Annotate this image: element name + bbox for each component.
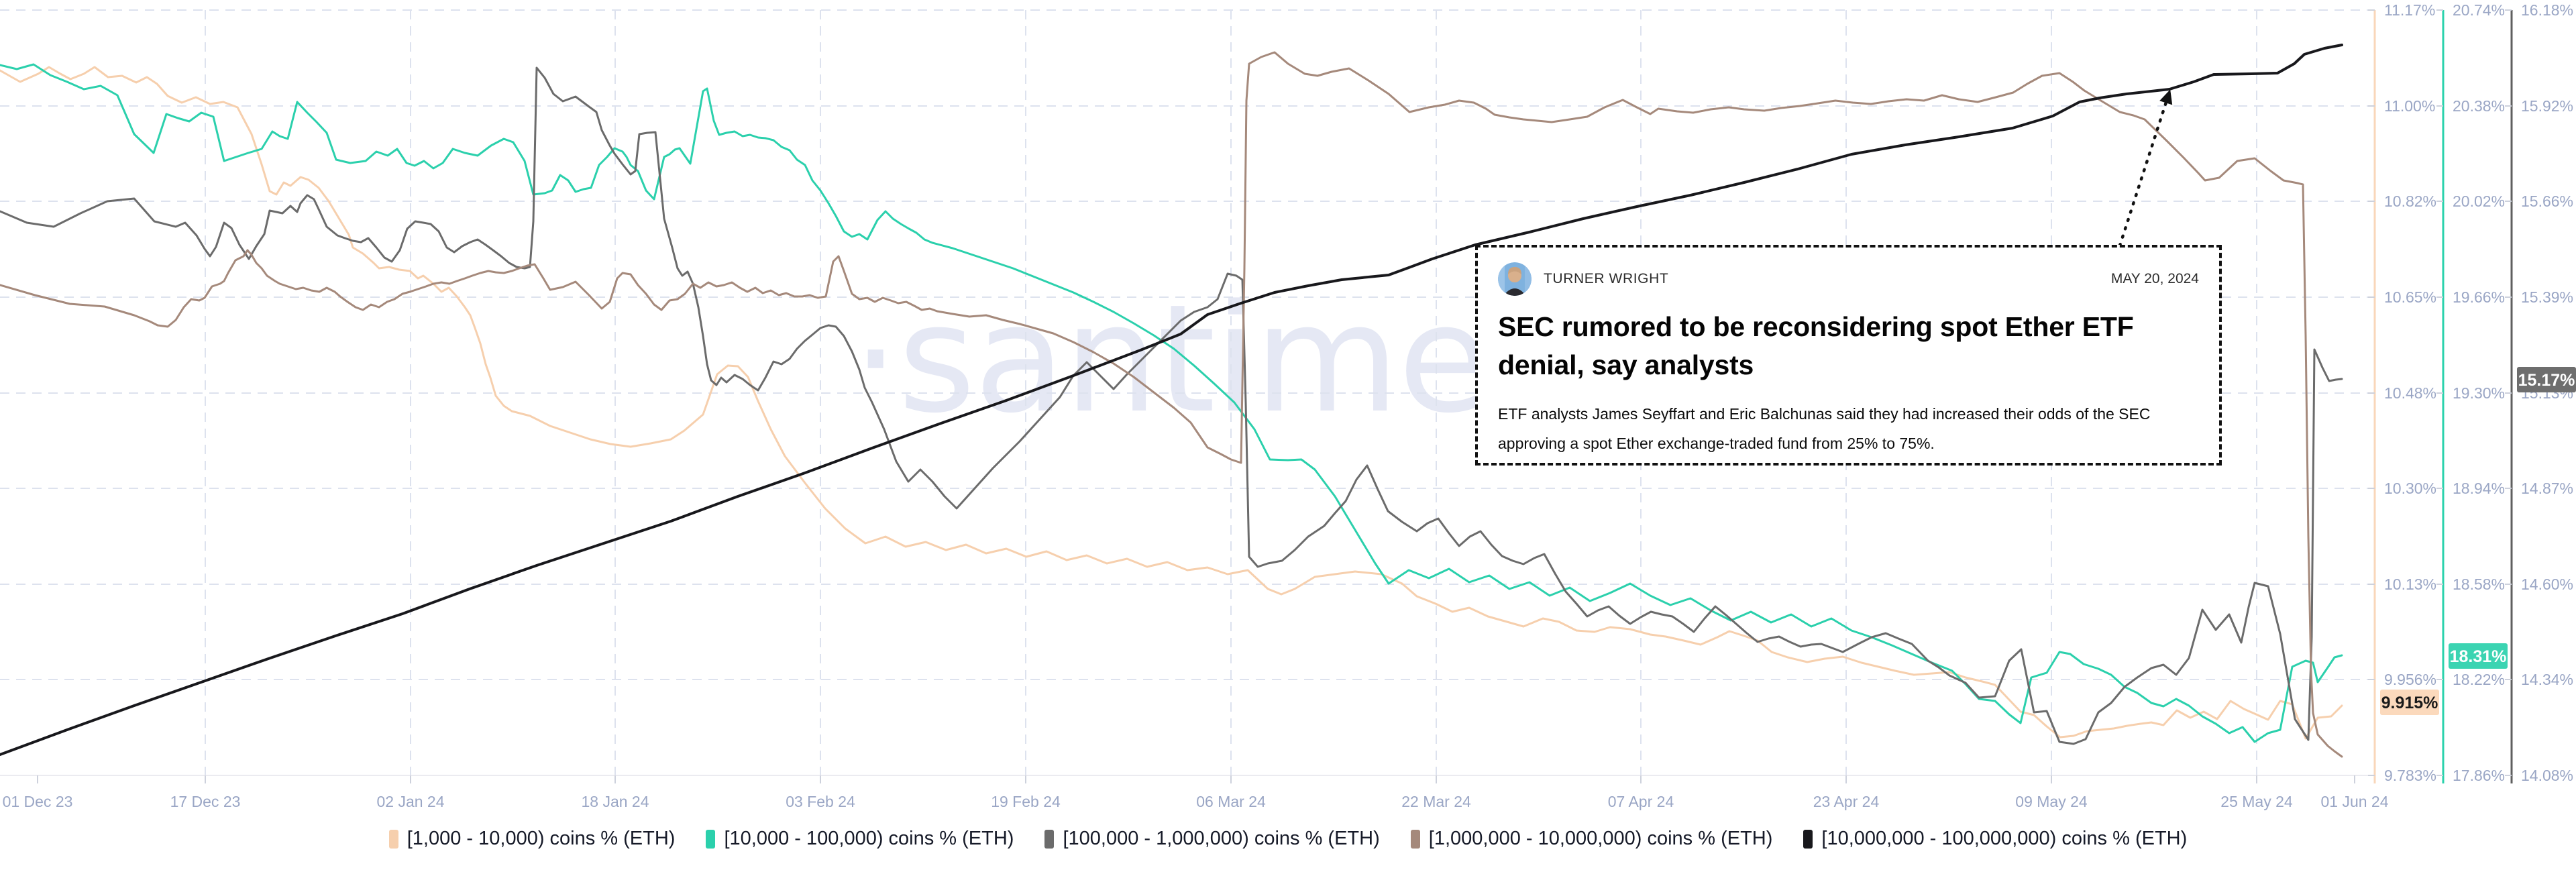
legend-label: [10,000 - 100,000) coins % (ETH) [724, 828, 1014, 849]
axis-10k-100k-label: 19.30% [2453, 384, 2505, 402]
axis-1k-10k-label: 10.30% [2384, 480, 2436, 497]
chart-legend: [1,000 - 10,000) coins % (ETH) [10,000 - … [0, 828, 2576, 850]
x-tick-label: 06 Mar 24 [1196, 793, 1266, 810]
x-tick-label: 23 Apr 24 [1813, 793, 1880, 810]
x-tick-label: 02 Jan 24 [376, 793, 444, 810]
x-tick-label: 03 Feb 24 [786, 793, 855, 810]
legend-label: [1,000 - 10,000) coins % (ETH) [407, 828, 676, 849]
axis-100k-1m-label: 14.87% [2521, 480, 2573, 497]
value-badge [2449, 643, 2508, 669]
legend-item-2[interactable]: [100,000 - 1,000,000) coins % (ETH) [1044, 828, 1380, 850]
annotation-arrow-line [2118, 97, 2169, 248]
axis-10k-100k-label: 20.38% [2453, 97, 2505, 115]
legend-item-0[interactable]: [1,000 - 10,000) coins % (ETH) [388, 828, 676, 850]
axis-10k-100k-label: 20.74% [2453, 1, 2505, 19]
x-tick-label: 01 Dec 23 [3, 793, 73, 810]
axis-100k-1m-label: 16.18% [2521, 1, 2573, 19]
x-tick-label: 22 Mar 24 [1401, 793, 1471, 810]
legend-item-1[interactable]: [10,000 - 100,000) coins % (ETH) [706, 828, 1014, 850]
x-tick-label: 01 Jun 24 [2320, 793, 2388, 810]
axis-10k-100k-label: 17.86% [2453, 767, 2505, 784]
axis-100k-1m-label: 14.08% [2521, 767, 2573, 784]
series-line--100-000-1-000-000-coins-eth-[interactable] [0, 66, 2343, 745]
axis-100k-1m-label: 15.92% [2521, 97, 2573, 115]
value-badge-text: 15.17% [2518, 371, 2575, 390]
legend-item-4[interactable]: [10,000,000 - 100,000,000) coins % (ETH) [1803, 828, 2187, 850]
axis-1k-10k-label: 9.956% [2384, 671, 2436, 688]
x-tick-label: 09 May 24 [2015, 793, 2088, 810]
series-line--10-000-000-100-000-000-coins-eth-[interactable] [0, 44, 2343, 756]
legend-label: [10,000,000 - 100,000,000) coins % (ETH) [1821, 828, 2188, 849]
axis-1k-10k-label: 10.48% [2384, 384, 2436, 402]
axis-1k-10k-label: 11.00% [2384, 97, 2435, 115]
axis-10k-100k-label: 18.58% [2453, 576, 2505, 593]
card-header: TURNER WRIGHT MAY 20, 2024 [1498, 262, 2199, 296]
value-badge-text: 9.915% [2381, 694, 2438, 712]
card-date: MAY 20, 2024 [2110, 271, 2199, 286]
legend-item-3[interactable]: [1,000,000 - 10,000,000) coins % (ETH) [1410, 828, 1773, 850]
legend-color-swatch [706, 829, 716, 849]
legend-label: [100,000 - 1,000,000) coins % (ETH) [1063, 828, 1380, 849]
x-tick-label: 19 Feb 24 [991, 793, 1061, 810]
axis-1k-10k-label: 9.783% [2384, 767, 2436, 784]
axis-10k-100k-label: 20.02% [2453, 193, 2505, 210]
x-tick-label: 18 Jan 24 [581, 793, 649, 810]
legend-color-swatch [1044, 829, 1055, 849]
card-body: ETF analysts James Seyffart and Eric Bal… [1498, 405, 2151, 452]
axis-1k-10k-label: 11.17% [2384, 1, 2435, 19]
value-badge [2380, 690, 2439, 715]
axis-1k-10k-label: 10.82% [2384, 193, 2436, 210]
news-card[interactable]: TURNER WRIGHT MAY 20, 2024 SEC rumored t… [1475, 245, 2222, 466]
axis-100k-1m-label: 15.66% [2521, 193, 2573, 210]
axis-10k-100k-label: 18.22% [2453, 671, 2505, 688]
x-tick-label: 25 May 24 [2220, 793, 2293, 810]
legend-color-swatch [1803, 829, 1813, 849]
legend-color-swatch [388, 829, 398, 849]
author-name: TURNER WRIGHT [1544, 271, 1669, 286]
axis-10k-100k-label: 18.94% [2453, 480, 2505, 497]
x-tick-label: 07 Apr 24 [1608, 793, 1674, 810]
series-line--1-000-000-10-000-000-coins-eth-[interactable] [0, 51, 2343, 758]
axis-10k-100k-label: 19.66% [2453, 288, 2505, 306]
x-tick-label: 17 Dec 23 [170, 793, 241, 810]
legend-color-swatch [1410, 829, 1420, 849]
axis-1k-10k-label: 10.13% [2384, 576, 2436, 593]
annotation-arrowhead [2159, 89, 2173, 105]
author-avatar [1498, 262, 1532, 296]
value-badge [2517, 367, 2576, 392]
series-line--1-000-10-000-coins-eth-[interactable] [0, 66, 2343, 740]
axis-100k-1m-label: 15.39% [2521, 288, 2573, 306]
legend-label: [1,000,000 - 10,000,000) coins % (ETH) [1428, 828, 1773, 849]
axis-100k-1m-label: 14.60% [2521, 576, 2573, 593]
card-headline: SEC rumored to be reconsidering spot Eth… [1498, 311, 2134, 380]
axis-100k-1m-label: 14.34% [2521, 671, 2573, 688]
value-badge-text: 18.31% [2450, 647, 2507, 666]
series-line--10-000-100-000-coins-eth-[interactable] [0, 63, 2343, 743]
axis-1k-10k-label: 10.65% [2384, 288, 2436, 306]
